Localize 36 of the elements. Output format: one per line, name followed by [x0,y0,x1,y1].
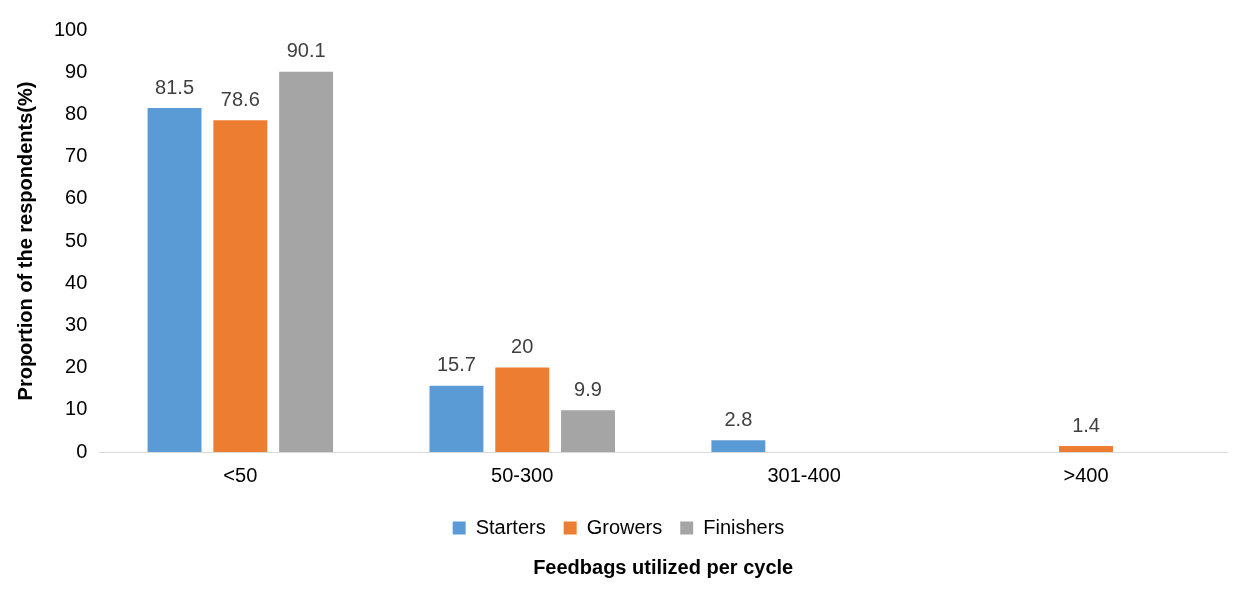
data-label: 90.1 [286,39,326,62]
y-tick-label: 10 [65,397,88,420]
bar [1059,446,1114,452]
data-label: 81.5 [155,75,195,98]
bar [279,71,334,452]
y-tick-label: 20 [65,355,88,378]
legend-label: Growers [586,515,663,538]
data-label: 2.8 [724,407,753,430]
data-label: 9.9 [574,377,602,400]
bar [213,120,268,452]
y-tick-label: 100 [53,17,88,40]
bar [711,440,766,452]
x-tick-label: 50-300 [491,463,554,486]
bar [561,410,615,452]
bar [147,108,202,452]
x-tick-label: <50 [223,463,258,486]
x-tick-label: 301-400 [767,463,841,486]
y-tick-label: 30 [65,312,88,335]
bar [495,367,550,452]
y-tick-label: 40 [65,270,88,293]
legend-label: Starters [475,515,546,538]
y-tick-label: 60 [65,186,88,209]
y-tick-label: 0 [76,439,88,462]
x-axis-title: Feedbags utilized per cycle [533,555,794,578]
x-tick-label: >400 [1063,463,1109,486]
legend-label: Finishers [703,515,785,538]
data-label: 20 [511,335,534,358]
y-axis-title: Proportion of the respondents(%) [13,81,36,401]
data-label: 1.4 [1072,413,1100,436]
data-label: 15.7 [436,353,476,376]
y-tick-label: 80 [65,101,88,124]
y-tick-label: 70 [65,144,88,167]
bar [429,385,484,452]
y-tick-label: 50 [65,228,88,251]
y-tick-label: 90 [65,59,88,82]
data-label: 78.6 [220,87,260,110]
